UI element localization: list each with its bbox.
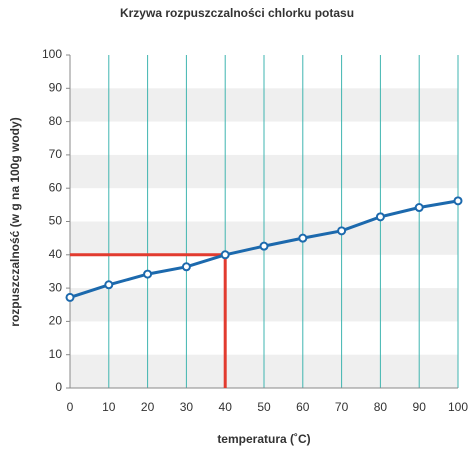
chart-title: Krzywa rozpuszczalności chlorku potasu [120,6,354,20]
y-tick-label: 90 [49,80,63,94]
y-tick-label: 80 [49,114,63,128]
data-point [65,292,75,302]
x-tick-label: 100 [448,400,468,414]
x-tick-label: 80 [374,400,388,414]
y-tick-label: 60 [49,180,63,194]
x-tick-label: 70 [335,400,349,414]
y-tick-label: 70 [49,147,63,161]
data-point [104,280,114,290]
data-point [375,212,385,222]
x-tick-label: 50 [257,400,271,414]
data-point [453,196,463,206]
x-tick-label: 60 [296,400,310,414]
data-point [259,241,269,251]
y-axis-title: rozpuszczalność (w g na 100g wody) [8,117,22,326]
x-tick-label: 20 [141,400,155,414]
y-tick-label: 10 [49,347,63,361]
data-point [414,203,424,213]
x-tick-label: 30 [180,400,194,414]
x-tick-label: 90 [413,400,427,414]
data-point [220,250,230,260]
y-tick-label: 30 [49,280,63,294]
data-point [143,269,153,279]
y-tick-label: 0 [55,380,62,394]
x-tick-label: 10 [102,400,116,414]
x-tick-label: 40 [219,400,233,414]
x-axis-title: temperatura (˚C) [217,432,310,446]
data-point [337,226,347,236]
y-tick-label: 20 [49,314,63,328]
y-tick-label: 100 [42,47,62,61]
y-tick-label: 50 [49,214,63,228]
data-point [181,262,191,272]
x-tick-label: 0 [67,400,74,414]
y-tick-label: 40 [49,247,63,261]
data-point [298,233,308,243]
